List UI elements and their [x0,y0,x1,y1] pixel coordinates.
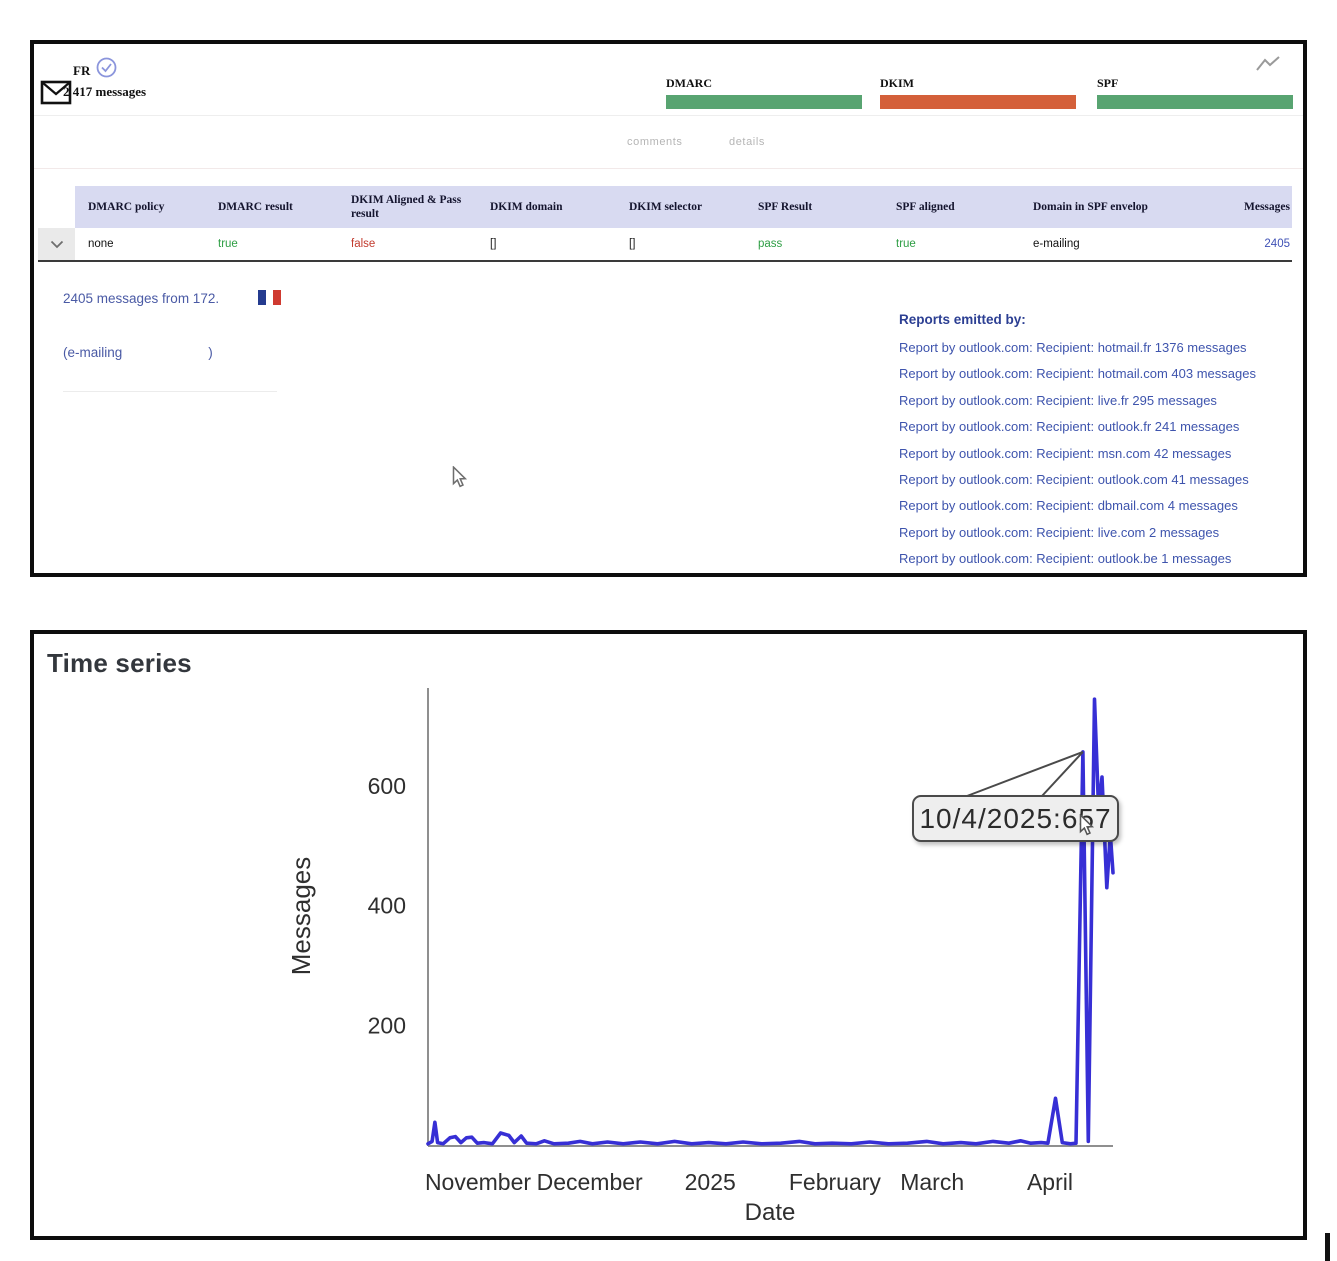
svg-text:March: March [900,1169,964,1195]
check-circle-icon [96,57,117,78]
auth-bar-fill [880,95,1076,109]
report-item[interactable]: Report by outlook.com: Recipient: live.c… [899,524,1220,540]
svg-text:2025: 2025 [685,1169,736,1195]
auth-bar-label: DMARC [666,76,712,90]
auth-bar-fill [666,95,862,109]
auth-bar-spf: SPF [1097,76,1293,109]
svg-text:400: 400 [368,893,406,919]
auth-bar-label: DKIM [880,76,914,90]
svg-text:April: April [1027,1169,1073,1195]
row-cell: [] [490,238,497,250]
total-messages: 2 417 messages [63,84,147,99]
svg-text:November: November [425,1169,531,1195]
country-code: FR [73,63,91,78]
report-item[interactable]: Report by outlook.com: Recipient: outloo… [899,551,1232,567]
col-header: DKIM domain [490,200,563,213]
chart-tooltip: 10/4/2025:657 [912,795,1119,842]
col-header: SPF Result [758,200,813,213]
tabs-divider [34,168,1303,169]
svg-text:200: 200 [368,1012,406,1038]
expanded-divider [63,391,277,392]
report-item[interactable]: Report by outlook.com: Recipient: outloo… [899,419,1240,435]
tab-details[interactable]: details [729,136,765,148]
report-item[interactable]: Report by outlook.com: Recipient: outloo… [899,472,1249,488]
svg-text:600: 600 [368,773,406,799]
time-series-chart[interactable]: 200 400 600 Messages November December 2025 Feb… [34,634,1303,1236]
france-flag-icon [258,290,282,305]
svg-text:Date: Date [745,1199,796,1226]
dmarc-report-panel: FR 2 417 messages DMARC DKIM SPF comments … [30,40,1307,577]
auth-bar-dkim: DKIM [880,76,1076,109]
auth-bar-dmarc: DMARC [666,76,862,109]
caret-mark [1325,1233,1330,1261]
mouse-cursor-2 [1079,814,1095,836]
col-header: SPF aligned [896,200,955,213]
report-item[interactable]: Report by outlook.com: Recipient: hotmai… [899,340,1247,355]
col-header: DKIM selector [629,200,703,213]
col-header: DMARC policy [88,200,165,213]
row-cell: 2405 [1264,238,1290,250]
envelope-icon [40,80,72,105]
tooltip-text: 10/4/2025:657 [919,802,1112,834]
report-item[interactable]: Report by outlook.com: Recipient: dbmail… [899,498,1238,514]
table-row[interactable]: none true false [] [] pass true e-mailing 2405 [75,228,1292,262]
row-cell: true [896,238,916,250]
row-cell: pass [758,238,783,250]
svg-text:December: December [537,1169,643,1195]
row-cell: none [88,238,114,250]
mouse-cursor [452,466,468,488]
chart-title: Time series [47,648,192,678]
header-divider [34,115,1303,116]
col-header: DKIM Aligned & Pass result [351,193,462,220]
tab-comments[interactable]: comments [627,136,683,148]
reports-list: Reports emitted by: Report by outlook.co… [899,312,1299,573]
row-cell: true [218,238,238,250]
row-cell: e-mailing [1033,238,1080,250]
report-item[interactable]: Report by outlook.com: Recipient: msn.co… [899,445,1232,461]
trend-icon[interactable] [1255,55,1281,73]
col-header: Messages [1244,200,1290,213]
table-header-row: DMARC policy DMARC result DKIM Aligned & P… [75,186,1292,228]
auth-bar-fill [1097,95,1293,109]
auth-bar-label: SPF [1097,76,1119,90]
col-header: DMARC result [218,200,293,213]
row-cell: [] [629,238,636,250]
svg-text:February: February [789,1169,882,1195]
report-item[interactable]: Report by outlook.com: Recipient: hotmai… [899,366,1256,382]
svg-text:Messages: Messages [286,857,316,976]
row-expand-toggle[interactable] [38,228,75,262]
domain-note: (e-mailing) [63,345,213,360]
row-cell: false [351,238,376,250]
row-summary-text: 2405 messages from 172. [63,291,220,306]
reports-title: Reports emitted by: [899,312,1026,327]
report-item[interactable]: Report by outlook.com: Recipient: live.f… [899,392,1217,408]
time-series-panel: Time series 200 400 600 Messages November Dec… [30,630,1307,1240]
col-header: Domain in SPF envelop [1033,200,1148,213]
chevron-down-icon [50,240,63,248]
